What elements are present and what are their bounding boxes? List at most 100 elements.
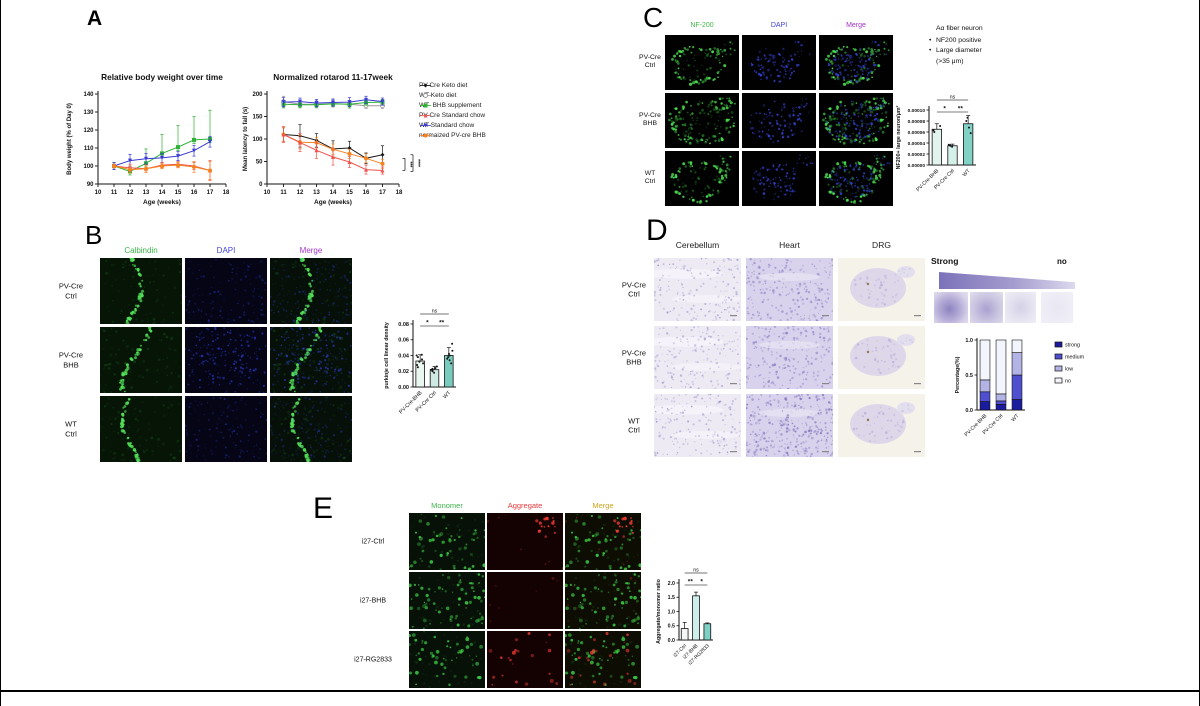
svg-text:**: **: [688, 579, 694, 586]
svg-text:50: 50: [256, 160, 263, 166]
aa-fiber-note: Aα fiber neuron NF200 positive Large dia…: [929, 24, 1039, 67]
column-header-e-1: Aggregate: [507, 501, 543, 510]
column-header-c-0: NF-200: [690, 22, 714, 29]
micrograph-c-r2-c2: [819, 151, 893, 206]
svg-text:0.0: 0.0: [965, 408, 973, 414]
micrograph-d-r1-c2: [838, 326, 925, 389]
panel-label-b: B: [85, 220, 103, 250]
svg-text:100: 100: [83, 164, 94, 170]
row-label-b-2: WT Ctrl: [65, 419, 77, 438]
micrograph-c-r2-c1: [742, 151, 816, 206]
micrograph-d-r0-c0: [654, 258, 741, 321]
svg-text:0.06: 0.06: [398, 338, 409, 344]
svg-text:Mean latency to fall (s): Mean latency to fall (s): [243, 107, 249, 171]
svg-text:0.00: 0.00: [398, 385, 409, 391]
svg-text:strong: strong: [1065, 343, 1080, 349]
micrograph-e-r0-c1: [487, 513, 563, 570]
svg-text:****: ****: [415, 159, 421, 167]
gradient-label-strong: Strong: [931, 256, 959, 266]
svg-text:14: 14: [330, 190, 337, 196]
aa-fiber-note-bullet-1: NF200 positive: [929, 36, 1039, 47]
column-header-e-0: Monomer: [431, 501, 463, 510]
svg-text:***: ***: [407, 162, 413, 168]
svg-text:0.04: 0.04: [398, 353, 410, 359]
svg-text:16: 16: [191, 190, 198, 196]
svg-text:ns: ns: [693, 568, 699, 574]
panel-label-d: D: [646, 214, 668, 247]
row-label-d-0: PV-Cre Ctrl: [621, 279, 647, 299]
svg-text:17: 17: [207, 190, 214, 196]
svg-text:10: 10: [95, 190, 102, 196]
legend-marker-icon: [420, 123, 431, 127]
legend-item-5: normaized PV-cre BHB: [419, 130, 486, 140]
svg-text:100: 100: [252, 137, 263, 143]
micrograph-b-r1-c0: [100, 327, 182, 393]
row-label-e-1: i27-BHB: [359, 596, 387, 604]
svg-text:0.02: 0.02: [398, 369, 409, 375]
micrograph-d-r1-c1: [746, 326, 833, 389]
column-header-b-0: Calbindin: [124, 246, 158, 255]
svg-text:ns: ns: [432, 309, 438, 315]
column-header-b-1: DAPI: [216, 246, 236, 255]
svg-text:0.00008: 0.00008: [908, 119, 926, 125]
svg-text:13: 13: [143, 190, 150, 196]
column-header-c-2: Merge: [846, 22, 866, 29]
micrograph-c-r0-c2: [819, 35, 893, 90]
svg-text:0.00004: 0.00004: [908, 141, 926, 147]
micrograph-d-r0-c1: [746, 258, 833, 321]
row-label-c-2: WT Ctrl: [644, 169, 656, 186]
column-header-b-2: Merge: [299, 246, 323, 255]
svg-text:**: **: [439, 320, 445, 327]
svg-text:11: 11: [111, 190, 118, 196]
micrograph-c-r0-c0: [665, 35, 739, 90]
svg-text:*: *: [426, 320, 429, 327]
svg-text:1.0: 1.0: [965, 338, 973, 344]
svg-text:medium: medium: [1065, 355, 1085, 361]
svg-text:15: 15: [175, 190, 182, 196]
svg-text:0.00006: 0.00006: [908, 130, 926, 136]
svg-text:*: *: [700, 579, 703, 586]
aa-fiber-note-bullet-2: Large diameter (>35 μm): [929, 46, 1039, 67]
row-label-c-0: PV-Cre Ctrl: [639, 53, 661, 70]
svg-text:10: 10: [264, 190, 271, 196]
legend-marker-icon: [420, 83, 431, 87]
legend-marker-icon: [420, 133, 431, 137]
svg-text:0.00010: 0.00010: [908, 108, 926, 114]
micrograph-e-r1-c1: [487, 572, 563, 629]
body-weight-chart: Relative body weight over time 10 11 12 13 14…: [67, 72, 230, 206]
micrograph-d-r2-c0: [654, 394, 741, 457]
legend-item-3: PV-Cre Standard chow: [419, 110, 486, 120]
page-border-bottom: [1, 690, 1199, 692]
micrograph-b-r1-c1: [185, 327, 267, 393]
micrograph-b-r0-c0: [100, 258, 182, 324]
micrograph-d-r2-c2: [838, 394, 925, 457]
micrograph-d-r1-c0: [654, 326, 741, 389]
legend-item-0: PV-Cre Keto diet: [419, 80, 486, 90]
svg-text:Body weight (% of Day 0): Body weight (% of Day 0): [67, 103, 73, 175]
svg-text:140: 140: [83, 92, 94, 98]
aggregate-bars-chart: 0.00.51.01.52.0i27-Ctrli27-BHBi27-RG2833…: [656, 568, 713, 666]
column-header-e-2: Merge: [592, 501, 614, 510]
svg-text:WT: WT: [1010, 413, 1021, 424]
legend-item-1: WT Keto diet: [419, 90, 486, 100]
svg-text:0.00002: 0.00002: [908, 152, 926, 158]
svg-text:200: 200: [252, 92, 263, 98]
column-header-c-1: DAPI: [770, 22, 788, 29]
micrograph-e-r0-c0: [409, 513, 485, 570]
micrograph-b-r2-c0: [100, 396, 182, 462]
legend-marker-icon: [420, 113, 431, 117]
svg-text:low: low: [1065, 367, 1073, 373]
panel-label-c: C: [643, 2, 664, 33]
column-header-d-1: Heart: [779, 240, 800, 250]
rotarod-chart: Normalized rotarod 11-17week 10 11 12 13 14 15…: [243, 72, 421, 206]
micrograph-b-r2-c2: [270, 396, 352, 462]
staining-grade-sample-2: [1005, 292, 1036, 323]
svg-text:0.08: 0.08: [398, 322, 409, 328]
staining-grade-sample-3: [1041, 292, 1073, 323]
svg-text:0.0: 0.0: [668, 638, 675, 644]
micrograph-b-r0-c2: [270, 258, 352, 324]
svg-text:110: 110: [84, 146, 94, 152]
